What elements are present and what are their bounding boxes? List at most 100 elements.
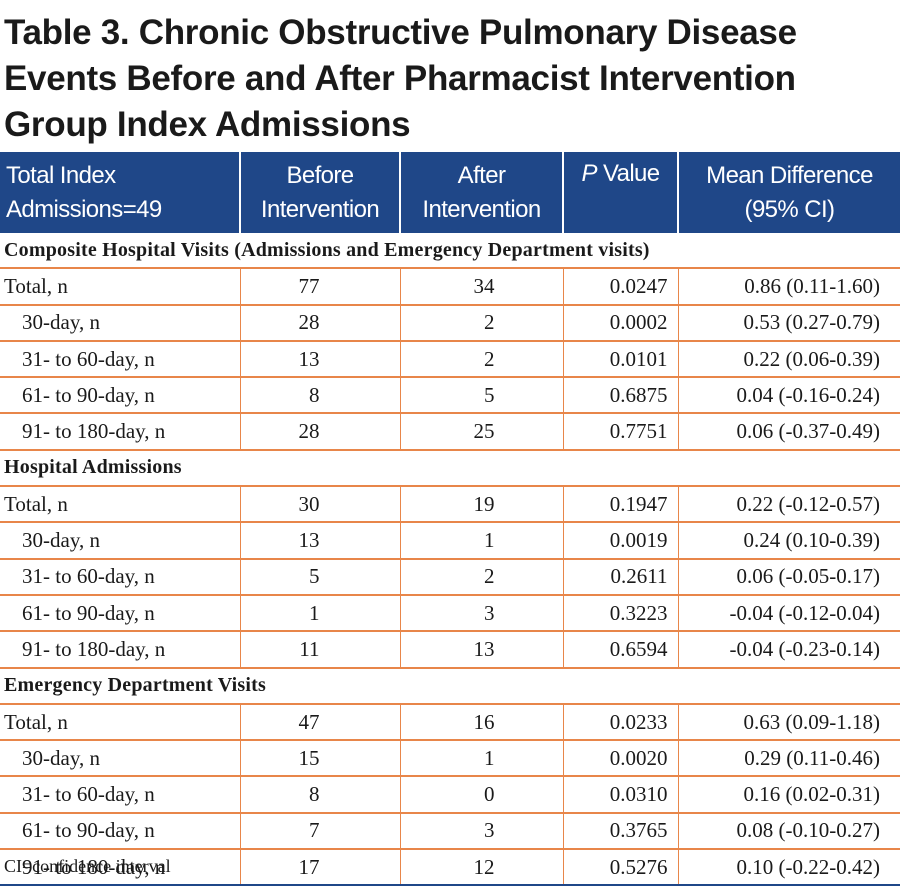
table-row: 30-day, n 13 1 0.0019 0.24 (0.10-0.39) (0, 522, 900, 560)
row-label: 31- to 60-day, n (0, 340, 240, 379)
row-label: 61- to 90-day, n (0, 812, 240, 851)
section-title: Emergency Department Visits (0, 667, 900, 705)
after-value: 1 (399, 522, 563, 560)
after-value: 3 (399, 594, 563, 633)
table-row: 91- to 180-day, n 28 25 0.7751 0.06 (-0.37-0… (0, 413, 900, 451)
row-label: 30-day, n (0, 304, 240, 342)
row-label: Total, n (0, 703, 240, 742)
mean-difference-value: 0.06 (-0.05-0.17) (677, 558, 900, 596)
table-row: Total, n 77 34 0.0247 0.86 (0.11-1.60) (0, 268, 900, 306)
row-label: 91- to 180-day, n (0, 849, 240, 886)
table-row: 61- to 90-day, n 8 5 0.6875 0.04 (-0.16-0.24… (0, 377, 900, 415)
after-value: 1 (399, 740, 563, 778)
before-value: 5 (239, 558, 400, 596)
header-before-line1: Before (286, 162, 354, 189)
mean-difference-value: 0.08 (-0.10-0.27) (677, 812, 900, 851)
after-value: 12 (399, 849, 563, 886)
table-row: 31- to 60-day, n 13 2 0.0101 0.22 (0.06-0.39… (0, 340, 900, 379)
header-mean-difference: Mean Difference (95% CI) (678, 152, 900, 233)
row-label: 31- to 60-day, n (0, 558, 240, 596)
header-total-index-line1: Total Index (6, 162, 116, 189)
table-body: Composite Hospital Visits (Admissions an… (0, 233, 900, 886)
before-value: 1 (239, 594, 400, 633)
p-value: 0.7751 (562, 413, 678, 451)
table-row: 91- to 180-day, n 17 12 0.5276 0.10 (-0.22-0… (0, 849, 900, 886)
data-table-container: Total Index Admissions=49 Before Interve… (0, 152, 900, 886)
header-mean-difference-line1: Mean Difference (706, 162, 873, 189)
mean-difference-value: 0.04 (-0.16-0.24) (677, 377, 900, 415)
before-value: 11 (239, 631, 400, 669)
after-value: 3 (399, 812, 563, 851)
before-value: 28 (239, 304, 400, 342)
row-label: Total, n (0, 486, 240, 524)
footnote: CI=confidence interval (4, 856, 171, 876)
table-row: 31- to 60-day, n 5 2 0.2611 0.06 (-0.05-0.17… (0, 558, 900, 596)
mean-difference-value: -0.04 (-0.23-0.14) (677, 631, 900, 669)
mean-difference-value: 0.10 (-0.22-0.42) (677, 849, 900, 886)
mean-difference-value: 0.24 (0.10-0.39) (677, 522, 900, 560)
row-label: 30-day, n (0, 740, 240, 778)
before-value: 17 (239, 849, 400, 886)
section-header-row: Emergency Department Visits (0, 667, 900, 705)
after-value: 5 (399, 377, 563, 415)
p-value: 0.0247 (562, 268, 678, 306)
mean-difference-value: 0.16 (0.02-0.31) (677, 776, 900, 814)
after-value: 13 (399, 631, 563, 669)
table-row: 61- to 90-day, n 1 3 0.3223 -0.04 (-0.12-0.0… (0, 594, 900, 633)
table-row: 30-day, n 28 2 0.0002 0.53 (0.27-0.79) (0, 304, 900, 342)
section-title: Composite Hospital Visits (Admissions an… (0, 233, 900, 270)
mean-difference-value: 0.22 (-0.12-0.57) (677, 486, 900, 524)
header-before-line2: Intervention (260, 196, 380, 223)
header-before: Before Intervention (240, 152, 401, 233)
header-after-line1: After (457, 162, 506, 189)
section-header-row: Composite Hospital Visits (Admissions an… (0, 233, 900, 270)
p-value: 0.0101 (562, 340, 678, 379)
before-value: 77 (239, 268, 400, 306)
p-value: 0.0020 (562, 740, 678, 778)
before-value: 7 (239, 812, 400, 851)
header-after-line2: Intervention (422, 196, 541, 223)
mean-difference-value: 0.53 (0.27-0.79) (677, 304, 900, 342)
table-row: 91- to 180-day, n 11 13 0.6594 -0.04 (-0.23-… (0, 631, 900, 669)
mean-difference-value: 0.22 (0.06-0.39) (677, 340, 900, 379)
header-p-value: P Value (563, 152, 679, 233)
table-row: 30-day, n 15 1 0.0020 0.29 (0.11-0.46) (0, 740, 900, 778)
section-header-row: Hospital Admissions (0, 449, 900, 488)
table-row: 61- to 90-day, n 7 3 0.3765 0.08 (-0.10-0.27… (0, 812, 900, 851)
row-label: Total, n (0, 268, 240, 306)
table-title: Table 3. Chronic Obstructive Pulmonary D… (4, 13, 797, 144)
row-label: 30-day, n (0, 522, 240, 560)
after-value: 2 (399, 304, 563, 342)
table-row: Total, n 30 19 0.1947 0.22 (-0.12-0.57) (0, 486, 900, 524)
row-label: 91- to 180-day, n (0, 631, 240, 669)
header-p-italic: P (581, 160, 597, 187)
after-value: 16 (399, 703, 563, 742)
before-value: 8 (239, 377, 400, 415)
before-value: 47 (239, 703, 400, 742)
header-after: After Intervention (400, 152, 564, 233)
p-value: 0.6875 (562, 377, 678, 415)
p-value: 0.3765 (562, 812, 678, 851)
p-value: 0.2611 (562, 558, 678, 596)
section-title: Hospital Admissions (0, 449, 900, 488)
p-value: 0.3223 (562, 594, 678, 633)
after-value: 2 (399, 340, 563, 379)
header-total-index-line2: Admissions=49 (6, 196, 162, 223)
data-table: Total Index Admissions=49 Before Interve… (0, 152, 900, 886)
p-value: 0.1947 (562, 486, 678, 524)
mean-difference-value: 0.29 (0.11-0.46) (677, 740, 900, 778)
p-value: 0.5276 (562, 849, 678, 886)
table-header: Total Index Admissions=49 Before Interve… (0, 152, 900, 233)
row-label: 61- to 90-day, n (0, 377, 240, 415)
after-value: 19 (399, 486, 563, 524)
p-value: 0.0019 (562, 522, 678, 560)
before-value: 15 (239, 740, 400, 778)
row-label: 91- to 180-day, n (0, 413, 240, 451)
before-value: 13 (239, 522, 400, 560)
mean-difference-value: -0.04 (-0.12-0.04) (677, 594, 900, 633)
row-label: 31- to 60-day, n (0, 776, 240, 814)
header-total-index: Total Index Admissions=49 (0, 152, 241, 233)
before-value: 13 (239, 340, 400, 379)
header-mean-difference-line2: (95% CI) (744, 196, 835, 223)
p-value: 0.0310 (562, 776, 678, 814)
